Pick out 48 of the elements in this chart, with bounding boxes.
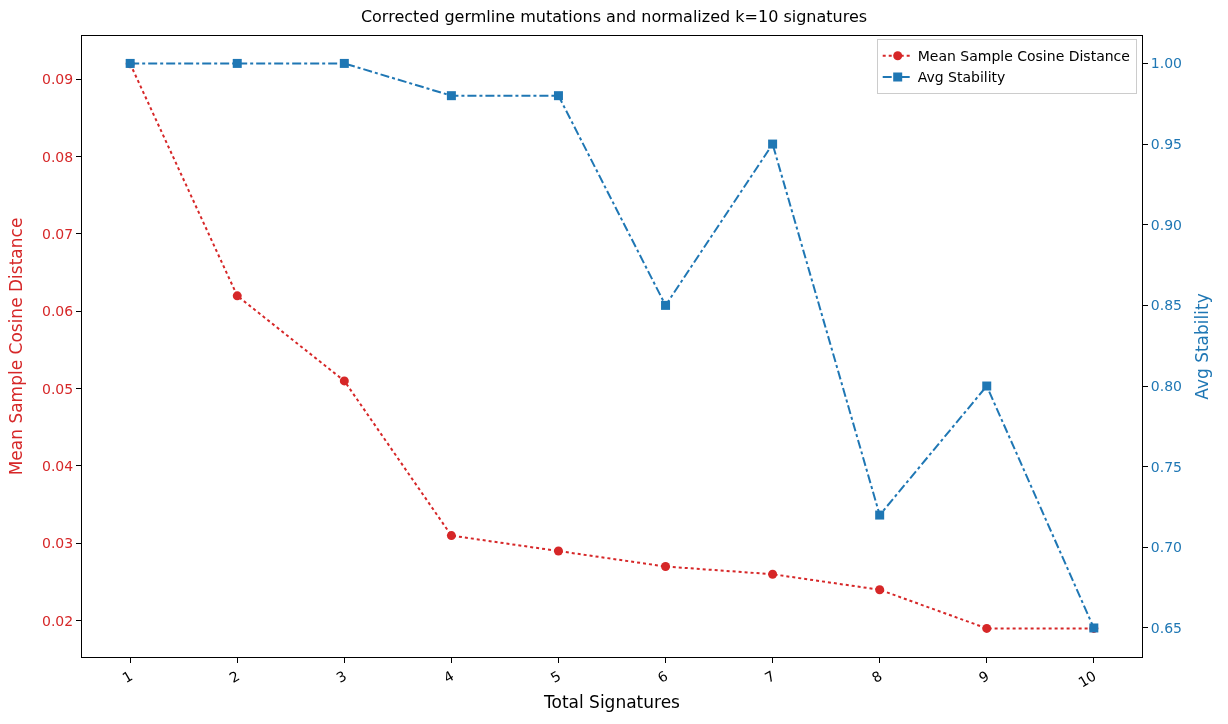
point bbox=[982, 623, 992, 633]
point bbox=[768, 139, 778, 149]
point bbox=[661, 562, 671, 572]
y-axis-title: Mean Sample Cosine Distance bbox=[5, 217, 26, 476]
y2-tick-label: 0.75 bbox=[1150, 458, 1182, 475]
y-tick-label: 0.06 bbox=[42, 303, 74, 320]
y-tick-label: 0.09 bbox=[42, 71, 74, 88]
x-tick-label: 5 bbox=[547, 667, 564, 686]
point bbox=[232, 58, 242, 68]
point bbox=[875, 510, 885, 520]
y-tick-label: 0.05 bbox=[42, 380, 74, 397]
legend-label: Mean Sample Cosine Distance bbox=[917, 48, 1130, 65]
y2-tick-label: 0.90 bbox=[1150, 216, 1182, 233]
y-tick-label: 0.07 bbox=[42, 225, 74, 242]
point bbox=[768, 569, 778, 579]
point bbox=[875, 585, 885, 595]
legend-label: Avg Stability bbox=[917, 69, 1006, 86]
x-tick-label: 8 bbox=[868, 667, 885, 686]
point bbox=[553, 546, 563, 556]
point bbox=[661, 300, 671, 310]
x-tick-label: 10 bbox=[1075, 667, 1099, 691]
x-tick-label: 9 bbox=[976, 667, 992, 686]
y-tick-label: 0.04 bbox=[42, 457, 74, 474]
y-tick-label: 0.03 bbox=[42, 535, 74, 552]
chart-title: Corrected germline mutations and normalized k=10 signatures bbox=[360, 7, 868, 27]
y2-axis-title: Avg Stability bbox=[1192, 293, 1213, 400]
y2-tick-label: 0.80 bbox=[1150, 377, 1182, 394]
y2-tick-label: 0.85 bbox=[1150, 297, 1182, 314]
y-tick-label: 0.08 bbox=[42, 148, 74, 165]
y2-tick-label: 0.70 bbox=[1150, 539, 1182, 556]
x-tick-label: 1 bbox=[119, 667, 136, 686]
x-tick-label: 7 bbox=[761, 667, 778, 686]
point bbox=[232, 291, 242, 301]
point bbox=[339, 58, 349, 68]
x-axis-title: Total Signatures bbox=[543, 691, 681, 712]
point bbox=[553, 91, 563, 101]
y2-tick-label: 1.00 bbox=[1150, 55, 1182, 72]
point bbox=[339, 376, 349, 386]
x-tick-label: 4 bbox=[440, 667, 457, 686]
y2-tick-label: 0.95 bbox=[1150, 135, 1182, 152]
x-tick-label: 3 bbox=[333, 667, 350, 686]
x-tick-label: 2 bbox=[226, 667, 243, 686]
x-tick-label: 6 bbox=[654, 667, 671, 686]
point bbox=[446, 531, 456, 541]
y-tick-label: 0.02 bbox=[42, 612, 74, 629]
point bbox=[982, 381, 992, 391]
y2-tick-label: 0.65 bbox=[1150, 619, 1182, 636]
point bbox=[446, 91, 456, 101]
